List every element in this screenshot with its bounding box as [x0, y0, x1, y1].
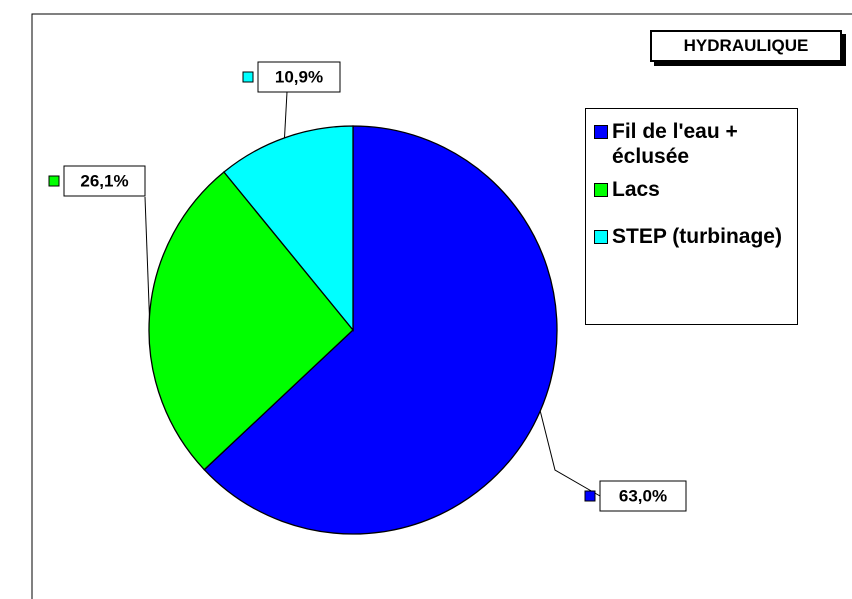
legend-swatch [594, 125, 608, 139]
legend-label: STEP (turbinage) [612, 225, 782, 248]
legend-swatch [594, 183, 608, 197]
pie-slice [148, 171, 354, 471]
data-label-swatch [242, 71, 254, 83]
data-label-box [257, 61, 341, 93]
legend-entry: Lacs [594, 177, 791, 202]
legend-label: Fil de l'eau + éclusée [612, 120, 738, 168]
data-label: 63,0% [619, 486, 667, 505]
legend-entry: STEP (turbinage) [594, 224, 791, 249]
legend: Fil de l'eau + éclusée Lacs STEP (turbinag… [585, 108, 798, 325]
leader-line [284, 91, 288, 138]
data-label-box [599, 480, 687, 512]
leader-line [539, 410, 601, 497]
pie-slice [203, 125, 558, 535]
data-label-swatch [584, 490, 596, 502]
data-label: 26,1% [80, 171, 128, 190]
legend-label: Lacs [612, 178, 660, 201]
data-label-box [63, 165, 146, 197]
data-label: 10,9% [275, 67, 323, 86]
legend-entry: Fil de l'eau + éclusée [594, 119, 791, 169]
legend-swatch [594, 230, 608, 244]
chart-title: HYDRAULIQUE [650, 30, 842, 62]
data-label-swatch [48, 175, 60, 187]
leader-line [144, 196, 150, 317]
